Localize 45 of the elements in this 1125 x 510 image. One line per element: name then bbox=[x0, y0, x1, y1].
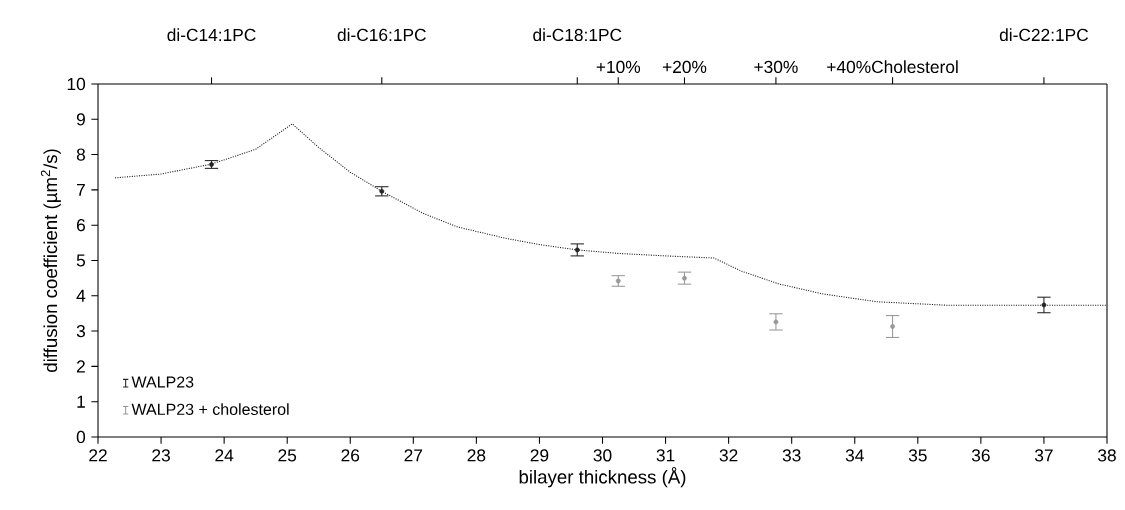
annotation: +20% bbox=[662, 60, 707, 74]
y-tick-label: 9 bbox=[76, 113, 85, 126]
x-tick-label: 38 bbox=[1098, 449, 1116, 462]
text: di-C14:1PC bbox=[167, 28, 256, 42]
y-tick-label: 3 bbox=[76, 324, 85, 338]
y-tick-label: 4 bbox=[76, 289, 86, 302]
x-tick-label: 35 bbox=[908, 449, 927, 462]
x-tick-label: 25 bbox=[278, 449, 297, 462]
x-tick-label: 26 bbox=[341, 449, 360, 462]
y-tick-label: 10 bbox=[67, 77, 86, 91]
x-tick-label: 32 bbox=[719, 449, 738, 462]
text: di-C22:1PC bbox=[999, 28, 1089, 42]
y-tick-label: 5 bbox=[76, 254, 86, 267]
point bbox=[1041, 302, 1047, 308]
point bbox=[773, 319, 779, 325]
x-tick-label: 30 bbox=[593, 449, 612, 462]
y-tick-label: 1 bbox=[77, 395, 85, 408]
text: di-C16:1PC bbox=[337, 28, 426, 42]
point bbox=[682, 275, 687, 281]
x-tick-label: 36 bbox=[971, 449, 990, 462]
legend-label: WALP23 + cholesterol bbox=[131, 403, 289, 416]
x-tick-label: 33 bbox=[782, 449, 801, 462]
y-tick-label: 0 bbox=[76, 430, 86, 444]
y-tick-label: 7 bbox=[77, 183, 85, 196]
x-tick-label: 28 bbox=[467, 449, 486, 462]
x-tick-label: 22 bbox=[89, 449, 107, 462]
legend-label: WALP23 bbox=[131, 376, 194, 388]
x-tick-label: 31 bbox=[656, 449, 675, 462]
x-tick-label: 34 bbox=[845, 449, 864, 462]
y-tick-label: 8 bbox=[76, 148, 85, 161]
y-tick-label: 2 bbox=[76, 360, 85, 373]
x-tick-label: 24 bbox=[215, 449, 234, 462]
annotation: +40%Cholesterol bbox=[827, 60, 958, 74]
x-tick-label: 23 bbox=[152, 449, 170, 462]
point bbox=[890, 324, 895, 329]
x-axis-title: bilayer thickness (Å) bbox=[519, 467, 686, 488]
text: di-C18:1PC bbox=[533, 28, 622, 42]
point bbox=[574, 247, 580, 253]
y-tick-label: 6 bbox=[76, 219, 85, 232]
x-tick-label: 29 bbox=[530, 449, 549, 462]
annotation: +10% bbox=[596, 60, 641, 74]
x-tick-label: 37 bbox=[1034, 449, 1053, 462]
y-axis-title: diffusion coefficient (µm$^{2}$/s) bbox=[40, 149, 61, 372]
x-tick-label: 27 bbox=[404, 449, 423, 462]
annotation: +30% bbox=[754, 60, 798, 74]
